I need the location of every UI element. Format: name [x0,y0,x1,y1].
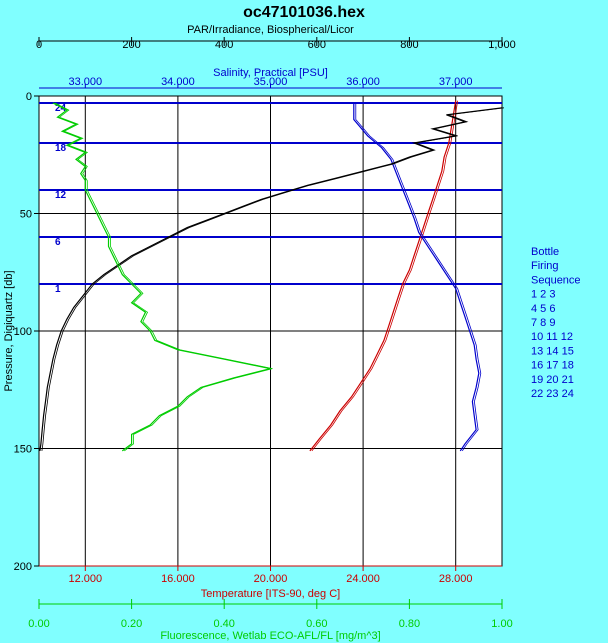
top-axis-tick-label: 600 [308,39,326,51]
bottle-firing-label: 18 [55,143,67,154]
bottom-axis-tick-label: 0.40 [213,618,234,630]
chart-title: oc47101036.hex [243,4,365,21]
bottom-axis-label: Fluorescence, Wetlab ECO-AFL/FL [mg/m^3] [160,630,380,642]
bottom-axis-tick-label: 16.000 [161,573,195,585]
y-tick-label: 200 [14,561,32,573]
bottom-axis-tick-label: 24.000 [346,573,380,585]
top-axis-tick-label: 34.000 [161,76,195,88]
top-axis-tick-label: 1,000 [488,39,516,51]
top-axis-tick-label: 200 [122,39,140,51]
legend-line: 19 20 21 [531,374,574,386]
series-line-cast [54,102,273,452]
bottom-axis-label: Temperature [ITS-90, deg C] [201,588,340,600]
legend-line: 7 8 9 [531,317,555,329]
y-tick-label: 150 [14,444,32,456]
bottom-axis-tick-label: 0.00 [28,618,49,630]
legend-line: 16 17 18 [531,360,574,372]
series-layer [39,100,505,452]
grid [39,95,502,567]
bottom-axis-tick-label: 1.00 [491,618,512,630]
series-line-cast [41,107,505,451]
series-line [39,107,503,451]
bottom-axis-tick-label: 0.20 [121,618,142,630]
bottle-firing-label: 24 [55,103,67,114]
legend-line: 22 23 24 [531,388,574,400]
bottom-axis-tick-label: 12.000 [68,573,102,585]
y-tick-label: 100 [14,326,32,338]
y-tick-label: 50 [20,209,32,221]
top-axis-tick-label: 0 [36,39,42,51]
series-line [52,102,271,452]
bottle-firing-label: 12 [55,190,67,201]
top-axis-tick-label: 36.000 [346,76,380,88]
legend-line: 4 5 6 [531,303,555,315]
series-line-cast [311,100,459,452]
top-axis-tick-label: 800 [400,39,418,51]
bottle-firing-label: 6 [55,237,61,248]
legend-line: Sequence [531,274,581,286]
bottom-axis-tick-label: 0.80 [399,618,420,630]
bottle-legend: Bottle Firing Sequence 1 2 3 4 5 6 7 8 9 10 11… [531,246,581,400]
bottle-firing-label: 1 [55,284,61,295]
top-axis-label: Salinity, Practical [PSU] [213,67,328,79]
bottle-firing-lines: 24 18 12 6 1 [39,102,502,295]
top-axis-label: PAR/Irradiance, Biospherical/Licor [187,24,354,36]
legend-line: 1 2 3 [531,289,555,301]
bottom-axis-tick-label: 28.000 [439,573,473,585]
series-line [309,100,457,452]
legend-line: 13 14 15 [531,345,574,357]
bottom-axis-tick-label: 20.000 [254,573,288,585]
legend-line: 10 11 12 [531,331,573,343]
y-axis-label: Pressure, Digiquartz [db] [3,270,15,391]
y-tick-label: 0 [26,91,32,103]
legend-line: Firing [531,260,559,272]
top-axis-tick-label: 400 [215,39,233,51]
axes-layer: 0 50 100 150 200 Pressure, Digiquartz [db] 0 20… [3,24,516,642]
top-axis-tick-label: 33.000 [68,76,102,88]
legend-line: Bottle [531,246,559,258]
bottom-axis-tick-label: 0.60 [306,618,327,630]
top-axis-tick-label: 37.000 [439,76,473,88]
top-axis-tick-label: 35.000 [254,76,288,88]
